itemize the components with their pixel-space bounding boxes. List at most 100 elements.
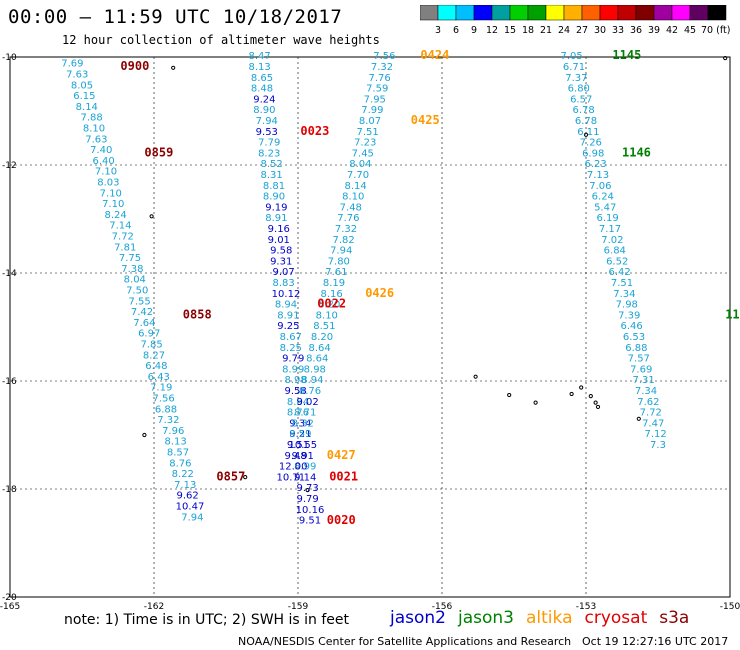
colorbar-label: 33 bbox=[612, 25, 624, 36]
island-marker bbox=[595, 404, 601, 410]
wave-height-value: 10.16 bbox=[296, 505, 325, 516]
wave-height-value: 8.23 bbox=[258, 148, 280, 159]
y-tick-label: -12 bbox=[2, 161, 17, 171]
wave-height-value: 8.76 bbox=[299, 386, 321, 397]
wave-height-value: 10.47 bbox=[176, 502, 205, 513]
wave-height-value: 7.99 bbox=[361, 105, 383, 116]
wave-height-value: 7.45 bbox=[352, 148, 374, 159]
island-marker bbox=[149, 214, 154, 219]
wave-height-value: 7.17 bbox=[599, 224, 621, 235]
island-marker bbox=[171, 65, 176, 70]
wave-height-value: 8.04 bbox=[349, 159, 371, 170]
wave-height-value: 8.98 bbox=[304, 364, 326, 375]
footer-note: note: 1) Time is in UTC; 2) SWH is in fe… bbox=[64, 612, 350, 628]
wave-height-value: 7.61 bbox=[325, 267, 347, 278]
pass-time-label: 1146 bbox=[622, 145, 651, 159]
wave-height-value: 6.53 bbox=[623, 332, 645, 343]
wave-height-value: 7.05 bbox=[560, 51, 582, 62]
pass-time-label: 0900 bbox=[120, 59, 149, 73]
pass-time-label: 0859 bbox=[144, 145, 173, 159]
wave-height-value: 6.11 bbox=[577, 127, 599, 138]
x-tick-label: -159 bbox=[288, 602, 309, 612]
x-tick-label: -153 bbox=[576, 602, 596, 612]
wave-height-value: 8.94 bbox=[275, 300, 297, 311]
wave-height-value: 8.81 bbox=[263, 181, 285, 192]
wave-height-value: 8.76 bbox=[169, 458, 191, 469]
wave-height-value: 7.76 bbox=[368, 73, 390, 84]
wave-height-value: 8.22 bbox=[172, 469, 194, 480]
satellite-legend: jason2 jason3 altika cryosat s3a bbox=[390, 608, 701, 628]
wave-height-value: 8.14 bbox=[344, 181, 366, 192]
wave-height-value: 9.58 bbox=[270, 246, 292, 257]
colorbar-label: 3 bbox=[435, 25, 441, 36]
wave-height-value: 8.90 bbox=[263, 192, 285, 203]
wave-height-value: 7.80 bbox=[328, 256, 350, 267]
wave-height-value: 9.79 bbox=[296, 494, 318, 505]
wave-height-value: 12.00 bbox=[279, 462, 308, 473]
colorbar-label: 39 bbox=[648, 25, 660, 36]
wave-height-value: 9.51 bbox=[299, 516, 321, 527]
credit-line: NOAA/NESDIS Center for Satellite Applica… bbox=[238, 635, 572, 648]
wave-height-value: 6.48 bbox=[145, 361, 167, 372]
wave-height-value: 6.23 bbox=[584, 159, 606, 170]
wave-height-value: 8.64 bbox=[308, 343, 330, 354]
island-marker bbox=[579, 385, 584, 390]
wave-height-value: 7.63 bbox=[85, 134, 107, 145]
pass-time-label: 0427 bbox=[327, 448, 356, 462]
pass-time-label: 0022 bbox=[317, 297, 346, 311]
wave-height-value: 7.72 bbox=[640, 408, 662, 419]
wave-height-value: 8.47 bbox=[248, 51, 270, 62]
island-marker bbox=[507, 392, 512, 398]
wave-height-value: 7.38 bbox=[121, 264, 143, 275]
wave-height-value: 7.69 bbox=[61, 59, 83, 70]
satellite-legend-entry: cryosat bbox=[584, 608, 648, 628]
wave-height-value: 6.88 bbox=[155, 404, 177, 415]
wave-height-value: 9.91 bbox=[292, 451, 314, 462]
wave-height-value: 7.94 bbox=[256, 116, 278, 127]
wave-height-value: 8.99 bbox=[282, 364, 304, 375]
wave-height-value: 7.23 bbox=[354, 138, 376, 149]
wave-height-value: 9.16 bbox=[268, 224, 290, 235]
wave-height-value: 7.13 bbox=[174, 480, 196, 491]
plot-frame bbox=[9, 56, 731, 598]
wave-height-value: 8.25 bbox=[280, 343, 302, 354]
wave-height-value: 6.52 bbox=[606, 256, 628, 267]
satellite-legend-entry: altika bbox=[526, 608, 573, 628]
wave-height-value: 7.10 bbox=[95, 167, 117, 178]
wave-height-value: 7.32 bbox=[371, 62, 393, 73]
wave-height-value: 8.31 bbox=[260, 170, 282, 181]
wave-height-value: 7.70 bbox=[347, 170, 369, 181]
wave-height-value: 8.59 bbox=[289, 429, 311, 440]
wave-height-value: 6.46 bbox=[620, 321, 642, 332]
colorbar-label: 6 bbox=[453, 25, 459, 36]
wave-height-value: 9.21 bbox=[289, 429, 311, 440]
island-marker bbox=[569, 391, 574, 397]
pass-time-label: 0426 bbox=[365, 286, 394, 300]
wave-height-value: 7.72 bbox=[112, 232, 134, 243]
wave-height-value: 7.10 bbox=[100, 188, 122, 199]
wave-height-value: 7.56 bbox=[152, 394, 174, 405]
wave-height-value: 6.98 bbox=[582, 148, 604, 159]
wave-height-value: 7.42 bbox=[131, 307, 153, 318]
colorbar-label: 15 bbox=[504, 25, 516, 36]
wave-height-value: 8.14 bbox=[76, 102, 98, 113]
wave-height-value: 7.62 bbox=[637, 397, 659, 408]
pass-time-label: 0021 bbox=[329, 469, 358, 483]
wave-height-value: 7.39 bbox=[618, 310, 640, 321]
island-marker bbox=[588, 394, 593, 399]
island-marker bbox=[243, 475, 248, 480]
wave-height-value: 8.20 bbox=[318, 300, 340, 311]
wave-height-value: 6.78 bbox=[575, 116, 597, 127]
wave-height-value: 9.51 bbox=[287, 440, 309, 451]
wave-height-value: 6.78 bbox=[572, 105, 594, 116]
wave-height-value: 7.59 bbox=[366, 84, 388, 95]
wave-height-value: 8.94 bbox=[301, 375, 323, 386]
wave-height-value: 8.71 bbox=[294, 408, 316, 419]
x-tick-label: -150 bbox=[720, 602, 740, 612]
pass-time-label: 114 bbox=[725, 307, 740, 321]
wave-height-value: 9.53 bbox=[256, 127, 278, 138]
wave-height-value: 7.19 bbox=[150, 383, 172, 394]
wave-height-value: 6.71 bbox=[563, 62, 585, 73]
wave-height-value: 7.34 bbox=[613, 289, 635, 300]
island-marker bbox=[305, 487, 310, 493]
